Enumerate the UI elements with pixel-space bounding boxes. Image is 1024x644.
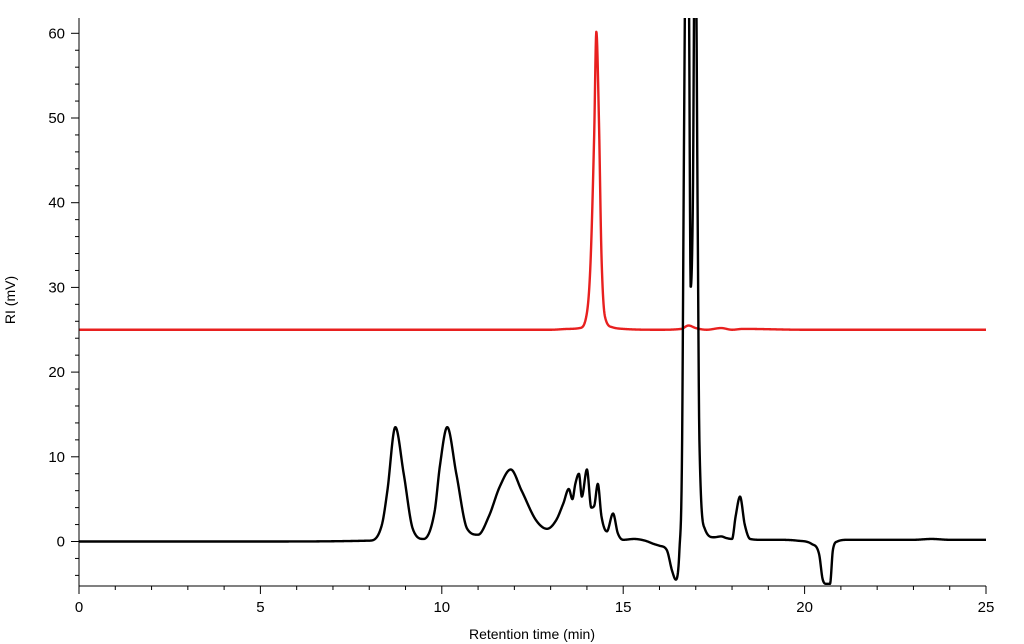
x-tick-label: 5 [256, 599, 264, 616]
series-line-1 [79, 30, 986, 331]
x-tick-label: 15 [615, 599, 632, 616]
axes-layer: 0 5 10 15 20 25 0 10 20 30 40 50 60 [48, 18, 994, 616]
y-tick-label: 40 [48, 195, 65, 212]
y-tick-label: 60 [48, 25, 65, 42]
y-tick-label: 30 [48, 279, 65, 296]
y-tick-label: 0 [57, 534, 65, 551]
series-line-2 [79, 18, 986, 586]
series-layer [79, 18, 986, 586]
x-tick-label: 20 [796, 599, 813, 616]
x-tick-label: 10 [433, 599, 450, 616]
y-axis-title: RI (mV) [2, 276, 18, 324]
x-tick-label: 25 [978, 599, 995, 616]
x-tick-label: 0 [75, 599, 83, 616]
y-tick-label: 10 [48, 449, 65, 466]
y-tick-label: 50 [48, 110, 65, 127]
x-axis-title: Retention time (min) [469, 626, 595, 642]
y-tick-label: 20 [48, 364, 65, 381]
